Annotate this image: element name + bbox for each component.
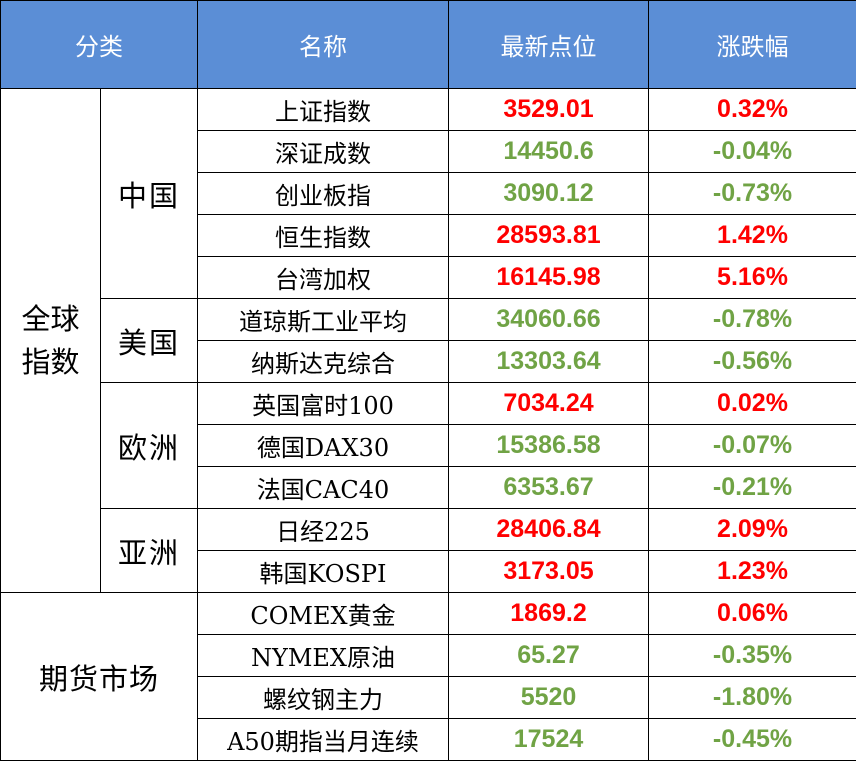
index-change: 2.09% <box>649 509 856 551</box>
index-value: 65.27 <box>449 635 649 677</box>
index-value: 1869.2 <box>449 593 649 635</box>
table-row: 欧洲 英国富时100 7034.24 0.02% <box>1 383 856 425</box>
index-name: 恒生指数 <box>198 215 449 257</box>
index-change: -0.45% <box>649 719 856 761</box>
group-futures-market: 期货市场 <box>1 593 198 761</box>
table-row: 美国 道琼斯工业平均 34060.66 -0.78% <box>1 299 856 341</box>
index-name: 螺纹钢主力 <box>198 677 449 719</box>
index-change: -0.56% <box>649 341 856 383</box>
subgroup-usa: 美国 <box>101 299 198 383</box>
index-change: -1.80% <box>649 677 856 719</box>
index-value: 14450.6 <box>449 131 649 173</box>
group-global-line1: 全球 <box>21 302 79 336</box>
index-value: 3529.01 <box>449 89 649 131</box>
index-name: 台湾加权 <box>198 257 449 299</box>
index-name: COMEX黄金 <box>198 593 449 635</box>
index-name: 英国富时100 <box>198 383 449 425</box>
index-change: 1.23% <box>649 551 856 593</box>
index-value: 3173.05 <box>449 551 649 593</box>
index-change: -0.35% <box>649 635 856 677</box>
group-global-indices: 全球指数 <box>1 89 101 593</box>
index-change: 0.06% <box>649 593 856 635</box>
table-row: 期货市场 COMEX黄金 1869.2 0.06% <box>1 593 856 635</box>
table-row: 全球指数 中国 上证指数 3529.01 0.32% <box>1 89 856 131</box>
index-value: 6353.67 <box>449 467 649 509</box>
index-change: -0.07% <box>649 425 856 467</box>
index-change: 0.32% <box>649 89 856 131</box>
index-change: 0.02% <box>649 383 856 425</box>
header-latest: 最新点位 <box>449 1 649 89</box>
index-value: 17524 <box>449 719 649 761</box>
index-change: 1.42% <box>649 215 856 257</box>
index-name: 韩国KOSPI <box>198 551 449 593</box>
index-name: 法国CAC40 <box>198 467 449 509</box>
index-value: 5520 <box>449 677 649 719</box>
index-change: -0.04% <box>649 131 856 173</box>
header-name: 名称 <box>198 1 449 89</box>
index-value: 15386.58 <box>449 425 649 467</box>
header-row: 分类 名称 最新点位 涨跌幅 <box>1 1 856 89</box>
index-name: NYMEX原油 <box>198 635 449 677</box>
index-name: 纳斯达克综合 <box>198 341 449 383</box>
index-change: -0.78% <box>649 299 856 341</box>
index-value: 7034.24 <box>449 383 649 425</box>
header-change: 涨跌幅 <box>649 1 856 89</box>
index-value: 16145.98 <box>449 257 649 299</box>
index-name: 德国DAX30 <box>198 425 449 467</box>
index-name: 创业板指 <box>198 173 449 215</box>
index-name: 日经225 <box>198 509 449 551</box>
index-value: 34060.66 <box>449 299 649 341</box>
subgroup-asia: 亚洲 <box>101 509 198 593</box>
index-change: 5.16% <box>649 257 856 299</box>
index-name: 道琼斯工业平均 <box>198 299 449 341</box>
header-category: 分类 <box>1 1 198 89</box>
index-value: 13303.64 <box>449 341 649 383</box>
index-name: A50期指当月连续 <box>198 719 449 761</box>
subgroup-china: 中国 <box>101 89 198 299</box>
index-change: -0.73% <box>649 173 856 215</box>
index-name: 上证指数 <box>198 89 449 131</box>
group-global-line2: 指数 <box>21 345 79 379</box>
index-change: -0.21% <box>649 467 856 509</box>
table-row: 亚洲 日经225 28406.84 2.09% <box>1 509 856 551</box>
index-value: 28593.81 <box>449 215 649 257</box>
index-value: 3090.12 <box>449 173 649 215</box>
index-value: 28406.84 <box>449 509 649 551</box>
subgroup-europe: 欧洲 <box>101 383 198 509</box>
index-name: 深证成数 <box>198 131 449 173</box>
